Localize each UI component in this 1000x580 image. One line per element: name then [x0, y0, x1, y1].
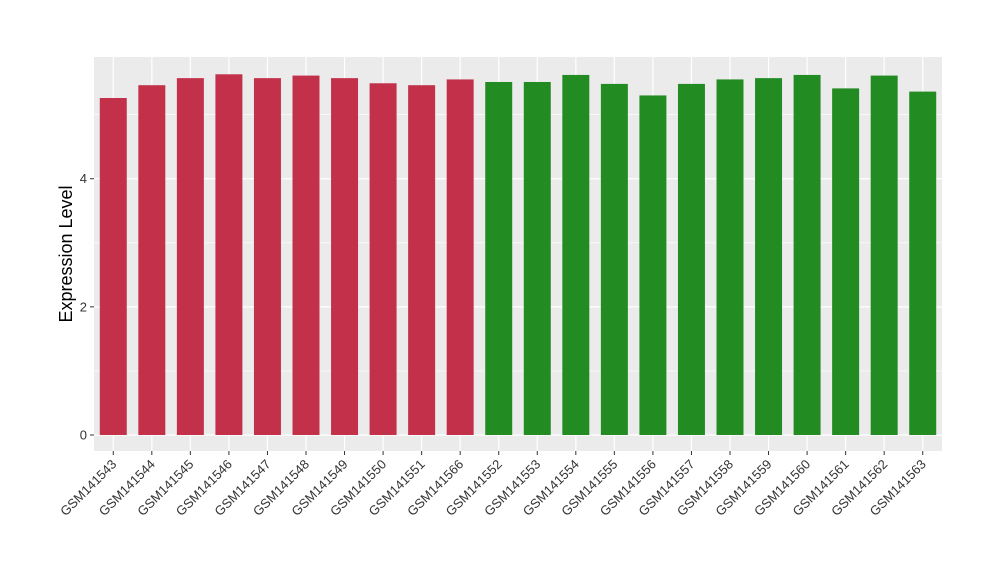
- y-tick-label: 0: [80, 427, 87, 442]
- bar-GSM141553: [523, 81, 551, 435]
- y-tick-label: 4: [80, 171, 87, 186]
- bar-GSM141547: [253, 78, 281, 435]
- bar-GSM141546: [215, 74, 243, 435]
- bar-GSM141552: [485, 81, 513, 435]
- bar-GSM141550: [369, 83, 397, 435]
- bar-GSM141545: [176, 78, 204, 435]
- bar-GSM141557: [677, 83, 705, 435]
- y-axis-title: Expression Level: [56, 185, 76, 322]
- bar-GSM141549: [331, 78, 359, 435]
- bar-GSM141556: [639, 95, 667, 435]
- bar-GSM141560: [793, 74, 821, 435]
- bars: [99, 74, 937, 435]
- bar-GSM141558: [716, 79, 744, 435]
- bar-GSM141562: [870, 75, 898, 435]
- bar-GSM141548: [292, 75, 320, 435]
- bar-GSM141566: [446, 79, 474, 435]
- bar-GSM141554: [562, 74, 590, 435]
- bar-GSM141555: [600, 83, 628, 435]
- bar-GSM141544: [138, 85, 166, 435]
- bar-GSM141561: [832, 88, 860, 435]
- bar-GSM141559: [755, 78, 783, 435]
- y-tick-label: 2: [80, 299, 87, 314]
- bar-GSM141563: [909, 91, 937, 435]
- bar-GSM141551: [408, 85, 436, 435]
- bar-GSM141543: [99, 98, 127, 435]
